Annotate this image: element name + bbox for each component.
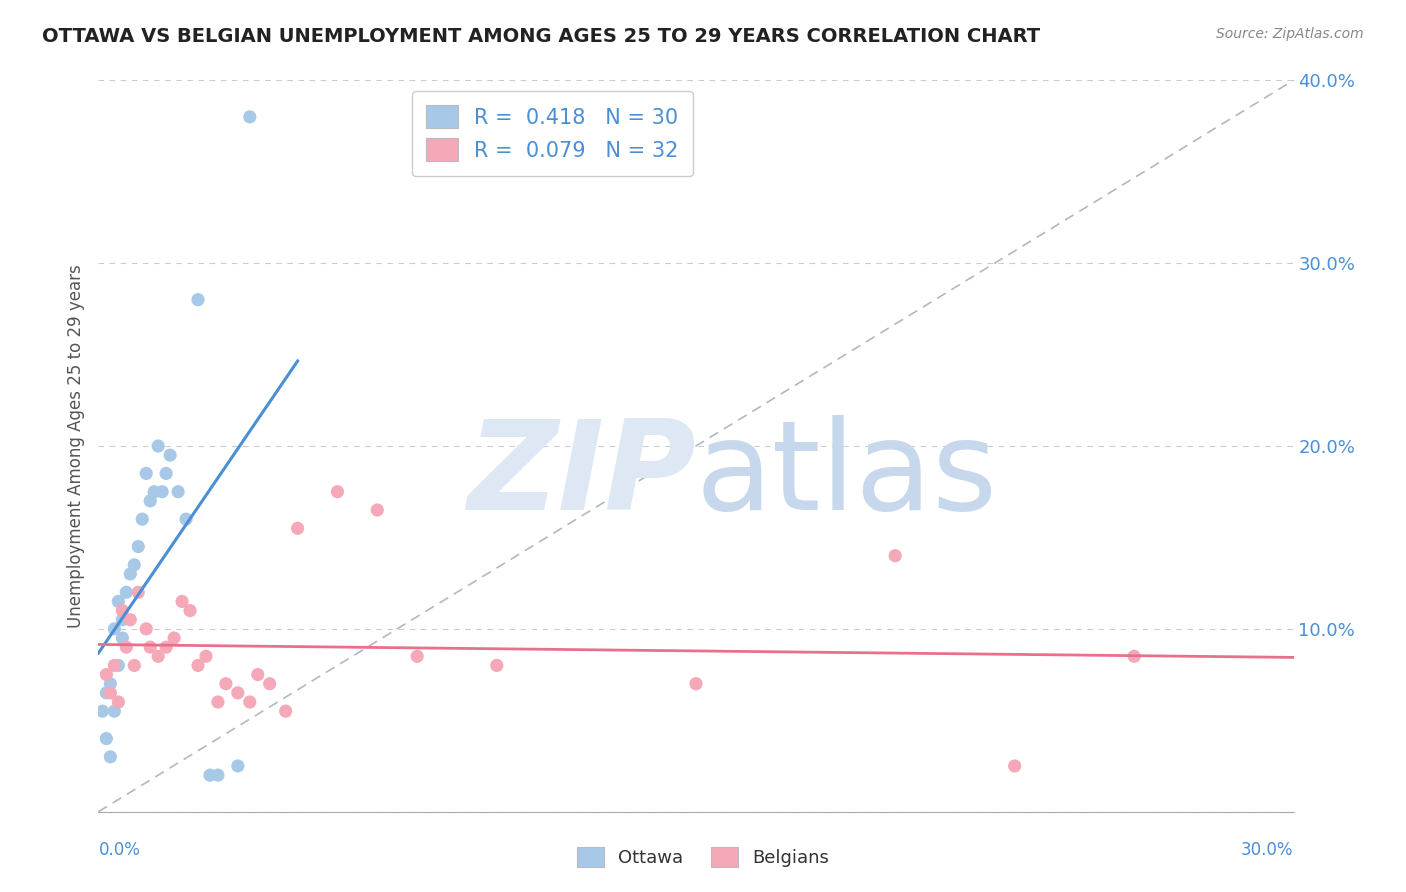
Point bbox=[207, 768, 229, 782]
Y-axis label: Unemployment Among Ages 25 to 29 years: Unemployment Among Ages 25 to 29 years bbox=[66, 264, 84, 628]
Point bbox=[159, 448, 181, 462]
Text: 30.0%: 30.0% bbox=[1241, 841, 1294, 859]
Point bbox=[148, 439, 170, 453]
Point bbox=[96, 667, 118, 681]
Point bbox=[107, 658, 129, 673]
Point bbox=[207, 695, 229, 709]
Point bbox=[107, 695, 129, 709]
Point bbox=[98, 749, 122, 764]
Point bbox=[120, 613, 142, 627]
Point bbox=[98, 686, 122, 700]
Point bbox=[96, 731, 118, 746]
Point bbox=[155, 640, 177, 655]
Point bbox=[163, 631, 186, 645]
Point bbox=[135, 622, 157, 636]
Point bbox=[135, 467, 157, 481]
Point bbox=[226, 686, 249, 700]
Point bbox=[366, 503, 388, 517]
Point bbox=[1123, 649, 1146, 664]
Point bbox=[120, 567, 142, 582]
Point bbox=[685, 676, 707, 690]
Point bbox=[127, 540, 149, 554]
Point bbox=[91, 704, 114, 718]
Point bbox=[96, 686, 118, 700]
Point bbox=[107, 594, 129, 608]
Point bbox=[195, 649, 218, 664]
Point bbox=[1004, 759, 1026, 773]
Point bbox=[406, 649, 429, 664]
Point bbox=[139, 494, 162, 508]
Point bbox=[174, 512, 197, 526]
Point bbox=[139, 640, 162, 655]
Point bbox=[148, 649, 170, 664]
Point bbox=[103, 622, 125, 636]
Point bbox=[124, 658, 146, 673]
Point bbox=[111, 613, 134, 627]
Point bbox=[485, 658, 508, 673]
Point bbox=[143, 484, 166, 499]
Point bbox=[131, 512, 153, 526]
Point bbox=[239, 110, 262, 124]
Point bbox=[167, 484, 190, 499]
Point bbox=[326, 484, 349, 499]
Point bbox=[884, 549, 907, 563]
Point bbox=[124, 558, 146, 572]
Text: ZIP: ZIP bbox=[467, 415, 696, 536]
Point bbox=[155, 467, 177, 481]
Point bbox=[150, 484, 173, 499]
Point bbox=[287, 521, 309, 535]
Point bbox=[239, 695, 262, 709]
Point bbox=[259, 676, 281, 690]
Point bbox=[172, 594, 194, 608]
Point bbox=[103, 658, 125, 673]
Point bbox=[115, 585, 138, 599]
Point bbox=[111, 631, 134, 645]
Text: 0.0%: 0.0% bbox=[98, 841, 141, 859]
Point bbox=[274, 704, 297, 718]
Point bbox=[127, 585, 149, 599]
Text: atlas: atlas bbox=[696, 415, 998, 536]
Point bbox=[98, 676, 122, 690]
Point bbox=[226, 759, 249, 773]
Point bbox=[179, 603, 201, 617]
Point bbox=[187, 658, 209, 673]
Legend: R =  0.418   N = 30, R =  0.079   N = 32: R = 0.418 N = 30, R = 0.079 N = 32 bbox=[412, 91, 693, 176]
Point bbox=[198, 768, 221, 782]
Point bbox=[187, 293, 209, 307]
Text: Source: ZipAtlas.com: Source: ZipAtlas.com bbox=[1216, 27, 1364, 41]
Point bbox=[111, 603, 134, 617]
Text: OTTAWA VS BELGIAN UNEMPLOYMENT AMONG AGES 25 TO 29 YEARS CORRELATION CHART: OTTAWA VS BELGIAN UNEMPLOYMENT AMONG AGE… bbox=[42, 27, 1040, 45]
Point bbox=[115, 640, 138, 655]
Point bbox=[103, 704, 125, 718]
Point bbox=[215, 676, 238, 690]
Point bbox=[246, 667, 269, 681]
Legend: Ottawa, Belgians: Ottawa, Belgians bbox=[569, 839, 837, 874]
